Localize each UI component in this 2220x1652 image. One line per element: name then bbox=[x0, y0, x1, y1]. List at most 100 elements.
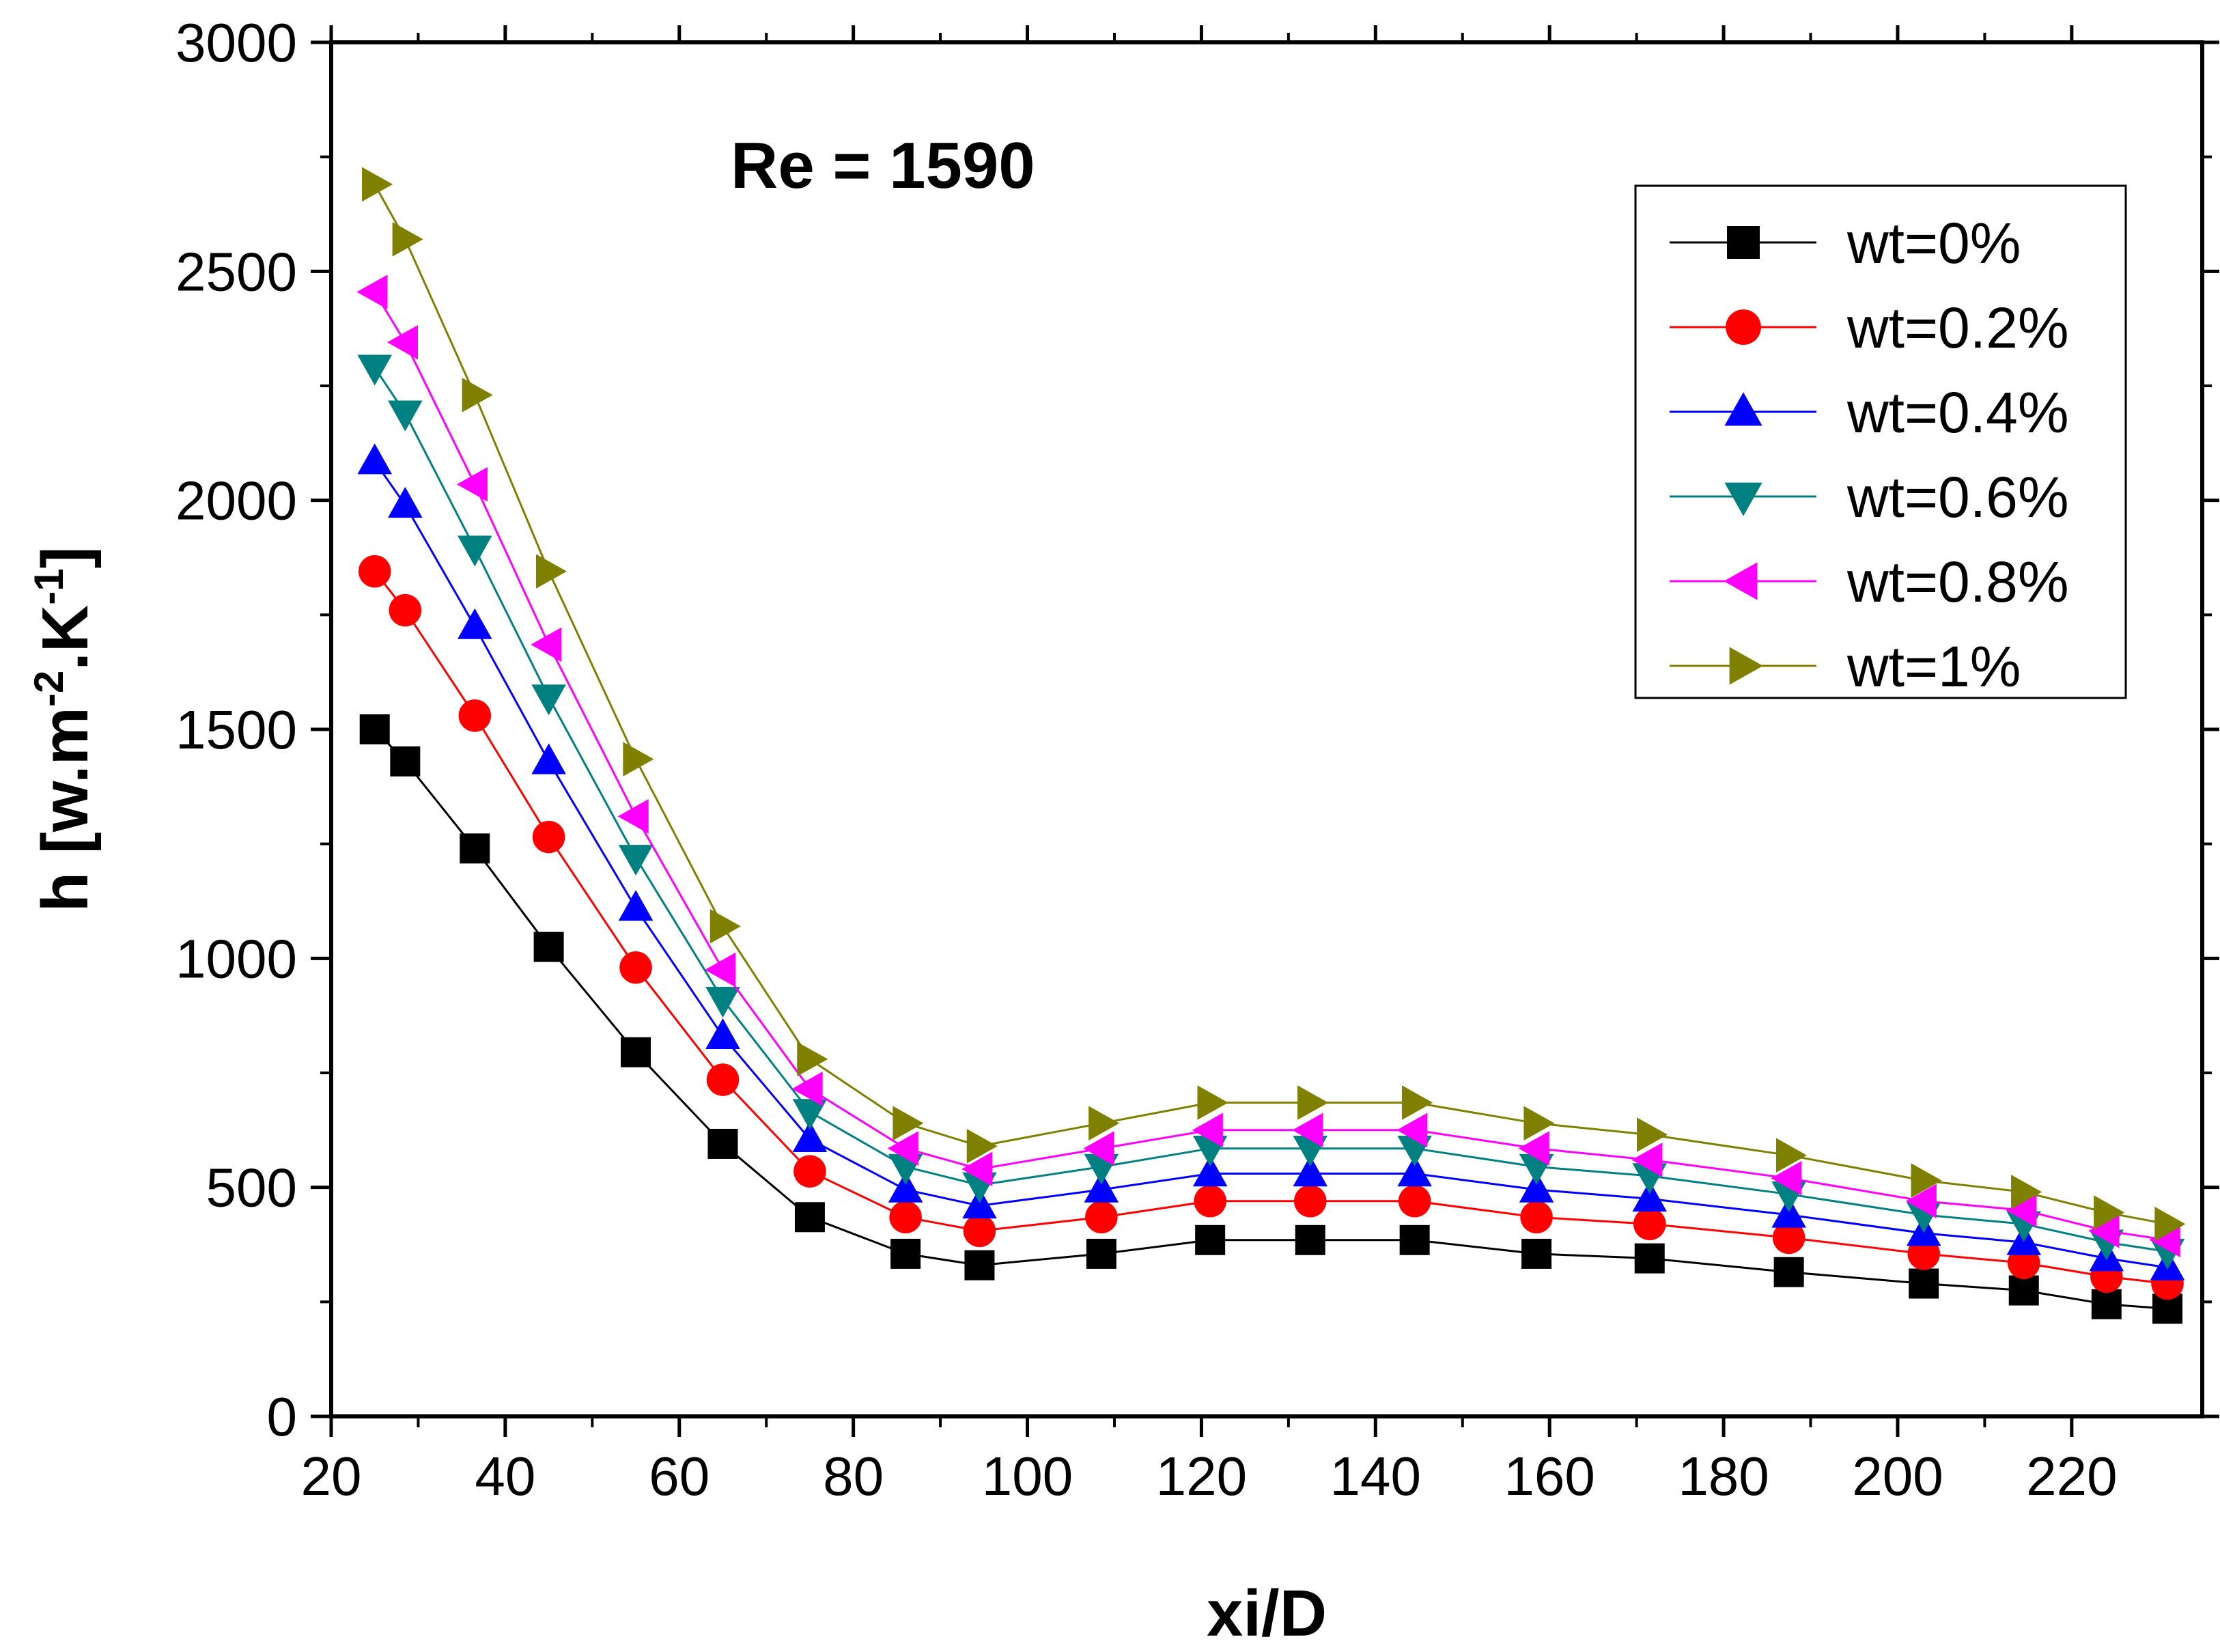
data-point bbox=[1399, 1224, 1430, 1255]
data-point bbox=[1293, 1185, 1327, 1218]
x-tick-label: 20 bbox=[301, 1446, 362, 1507]
data-point bbox=[1197, 1085, 1228, 1120]
data-point bbox=[1085, 1201, 1118, 1234]
data-point bbox=[1192, 1112, 1223, 1148]
data-point bbox=[1297, 1085, 1329, 1120]
legend-label: wt=0.2% bbox=[1846, 296, 2069, 360]
y-tick-label: 1500 bbox=[175, 699, 297, 760]
y-tick-label: 3000 bbox=[175, 12, 297, 73]
series-5 bbox=[362, 167, 2186, 1242]
data-point bbox=[1084, 1171, 1119, 1203]
data-point bbox=[462, 378, 493, 412]
data-point bbox=[619, 951, 652, 984]
y-axis-title-mid: .K bbox=[29, 605, 102, 671]
y-axis: 0 500 1000 1500 2000 2500 3000 bbox=[175, 12, 2219, 1447]
data-point bbox=[458, 699, 492, 732]
data-point bbox=[357, 443, 393, 475]
data-point bbox=[966, 1129, 998, 1164]
data-point bbox=[963, 1214, 996, 1248]
data-point bbox=[390, 746, 421, 776]
data-point bbox=[707, 1128, 738, 1159]
x-tick-label: 200 bbox=[1852, 1446, 1943, 1507]
data-point bbox=[1521, 1238, 1552, 1269]
data-point bbox=[791, 1072, 823, 1106]
data-point bbox=[532, 820, 565, 854]
data-point bbox=[792, 1121, 828, 1152]
series-3 bbox=[357, 354, 2185, 1270]
data-point bbox=[623, 742, 654, 776]
data-point bbox=[392, 222, 423, 257]
series-line bbox=[374, 460, 2168, 1269]
legend-label: wt=1% bbox=[1846, 634, 2021, 699]
x-axis: 20 40 60 80 100 120 140 160 180 200 220 bbox=[301, 25, 2118, 1507]
data-point bbox=[362, 167, 393, 202]
data-point bbox=[888, 1171, 923, 1203]
legend-marker bbox=[1724, 482, 1762, 516]
data-point bbox=[456, 466, 488, 502]
series-4 bbox=[356, 275, 2180, 1258]
data-point bbox=[618, 890, 654, 921]
y-tick-label: 2000 bbox=[175, 471, 297, 531]
data-point bbox=[1905, 1184, 1937, 1219]
legend-marker bbox=[1726, 309, 1761, 345]
y-tick-label: 1000 bbox=[175, 928, 297, 989]
data-point bbox=[1401, 1085, 1433, 1120]
data-point bbox=[964, 1250, 995, 1280]
data-point bbox=[356, 275, 388, 309]
data-point bbox=[1292, 1112, 1323, 1148]
y-axis-title-base: h [w.m bbox=[29, 707, 102, 912]
x-tick-label: 180 bbox=[1678, 1446, 1769, 1507]
data-point bbox=[457, 608, 492, 639]
data-point bbox=[706, 1063, 740, 1096]
data-point bbox=[890, 1238, 921, 1269]
series-line bbox=[374, 367, 2168, 1253]
y-tick-label: 500 bbox=[206, 1158, 297, 1218]
data-point bbox=[1632, 1181, 1668, 1212]
x-axis-title: xi/D bbox=[1207, 1577, 1327, 1649]
data-point bbox=[1088, 1106, 1120, 1141]
data-point bbox=[797, 1041, 828, 1077]
data-point bbox=[2006, 1192, 2037, 1228]
legend-label: wt=0% bbox=[1846, 211, 2021, 275]
x-tick-label: 160 bbox=[1504, 1446, 1594, 1507]
series-layer bbox=[356, 167, 2186, 1324]
data-point bbox=[2088, 1214, 2120, 1248]
data-point bbox=[2008, 1275, 2039, 1306]
data-point bbox=[1083, 1131, 1114, 1166]
data-point bbox=[705, 986, 740, 1018]
data-point bbox=[705, 952, 736, 988]
legend-marker bbox=[1727, 226, 1760, 259]
legend-label: wt=0.6% bbox=[1846, 465, 2069, 529]
y-axis-title-exp1: -2 bbox=[26, 671, 72, 707]
data-point bbox=[388, 400, 423, 432]
data-point bbox=[387, 324, 419, 360]
data-point bbox=[1523, 1106, 1555, 1141]
y-axis-title-end: ] bbox=[29, 546, 102, 568]
data-point bbox=[617, 799, 649, 834]
data-point bbox=[1771, 1160, 1802, 1196]
data-point bbox=[1633, 1207, 1666, 1241]
legend-marker bbox=[1724, 392, 1762, 426]
x-tick-label: 140 bbox=[1330, 1446, 1421, 1507]
data-point bbox=[531, 684, 566, 716]
data-point bbox=[1295, 1224, 1325, 1255]
data-point bbox=[1086, 1238, 1116, 1269]
x-tick-label: 60 bbox=[649, 1446, 709, 1507]
data-point bbox=[705, 1018, 740, 1050]
data-point bbox=[2091, 1289, 2122, 1319]
data-point bbox=[893, 1106, 924, 1141]
data-point bbox=[1775, 1138, 1808, 1173]
data-point bbox=[1293, 1156, 1328, 1187]
data-point bbox=[794, 1202, 825, 1233]
data-point bbox=[1518, 1131, 1549, 1166]
y-axis-title-exp2: -1 bbox=[26, 568, 72, 604]
data-point bbox=[359, 714, 390, 744]
data-point bbox=[1397, 1156, 1432, 1187]
data-point bbox=[1634, 1243, 1665, 1274]
data-point bbox=[535, 554, 567, 589]
series-line bbox=[374, 728, 2168, 1310]
data-point bbox=[961, 1151, 993, 1187]
legend-label: wt=0.4% bbox=[1846, 380, 2069, 445]
data-point bbox=[533, 932, 564, 962]
